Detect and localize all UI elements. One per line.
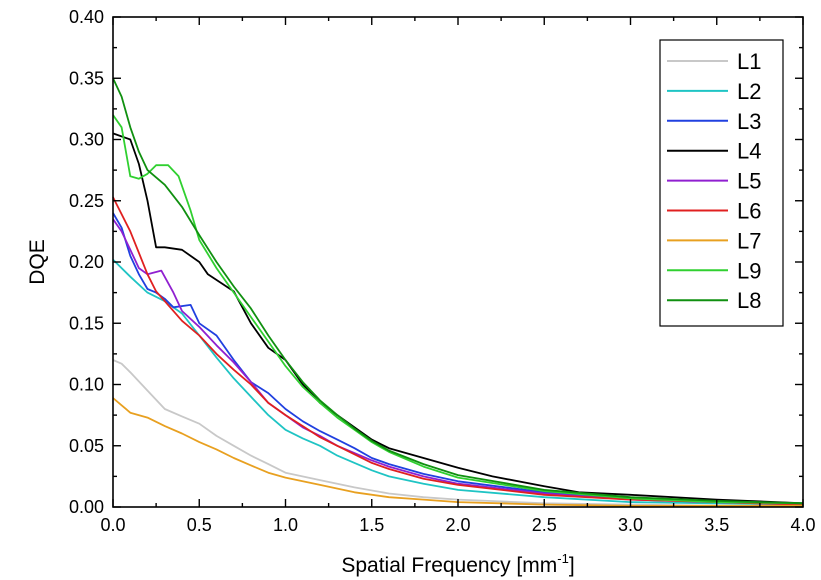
- y-tick-label: 0.30: [69, 130, 104, 150]
- y-axis-title: DQE: [26, 239, 49, 285]
- legend-label-l3: L3: [737, 109, 761, 134]
- series-line-l9: [112, 114, 804, 505]
- series-line-l2: [112, 258, 804, 506]
- legend-label-l6: L6: [737, 199, 761, 224]
- series-line-l7: [112, 397, 803, 507]
- x-tick-labels: 0.0 0.5 1.0 1.5 2.0 2.5 3.0 3.5 4.0: [100, 515, 815, 535]
- y-tick-label: 0.20: [69, 252, 104, 272]
- legend: L1 L2 L3 L4 L5 L6 L7 L9 L8: [659, 39, 784, 327]
- legend-box: [659, 39, 784, 327]
- legend-label-l5: L5: [737, 169, 761, 194]
- y-tick-label: 0.25: [69, 191, 104, 211]
- x-tick-label: 1.5: [359, 515, 384, 535]
- x-tick-label: 1.0: [273, 515, 298, 535]
- series-line-l3: [112, 212, 804, 505]
- legend-label-l7: L7: [737, 228, 761, 253]
- x-tick-label: 3.0: [618, 515, 643, 535]
- x-tick-label: 3.5: [704, 515, 729, 535]
- x-axis-title: Spatial Frequency [mm-1]: [341, 551, 574, 577]
- y-tick-label: 0.35: [69, 68, 104, 88]
- y-tick-label: 0.15: [69, 313, 104, 333]
- x-tick-label: 2.0: [445, 515, 470, 535]
- plot-lines: [112, 77, 804, 507]
- legend-label-l4: L4: [737, 139, 761, 164]
- y-tick-label: 0.00: [69, 497, 104, 517]
- series-line-l6: [112, 196, 804, 506]
- axis-ticks: [112, 16, 804, 508]
- y-tick-label: 0.10: [69, 375, 104, 395]
- legend-label-l2: L2: [737, 79, 761, 104]
- legend-label-l1: L1: [737, 49, 761, 74]
- legend-label-l9: L9: [737, 258, 761, 283]
- series-line-l1: [112, 359, 803, 507]
- y-tick-labels: 0.00 0.05 0.10 0.15 0.20 0.25 0.30 0.35 0.40: [69, 7, 104, 517]
- x-tick-label: 0.5: [187, 515, 212, 535]
- y-tick-label: 0.05: [69, 436, 104, 456]
- legend-label-l8: L8: [737, 288, 761, 313]
- x-tick-label: 0.0: [100, 515, 125, 535]
- x-tick-label: 2.5: [532, 515, 557, 535]
- y-tick-label: 0.40: [69, 7, 104, 27]
- x-tick-label: 4.0: [790, 515, 815, 535]
- series-line-l8: [112, 77, 804, 505]
- series-line-l4: [112, 132, 804, 505]
